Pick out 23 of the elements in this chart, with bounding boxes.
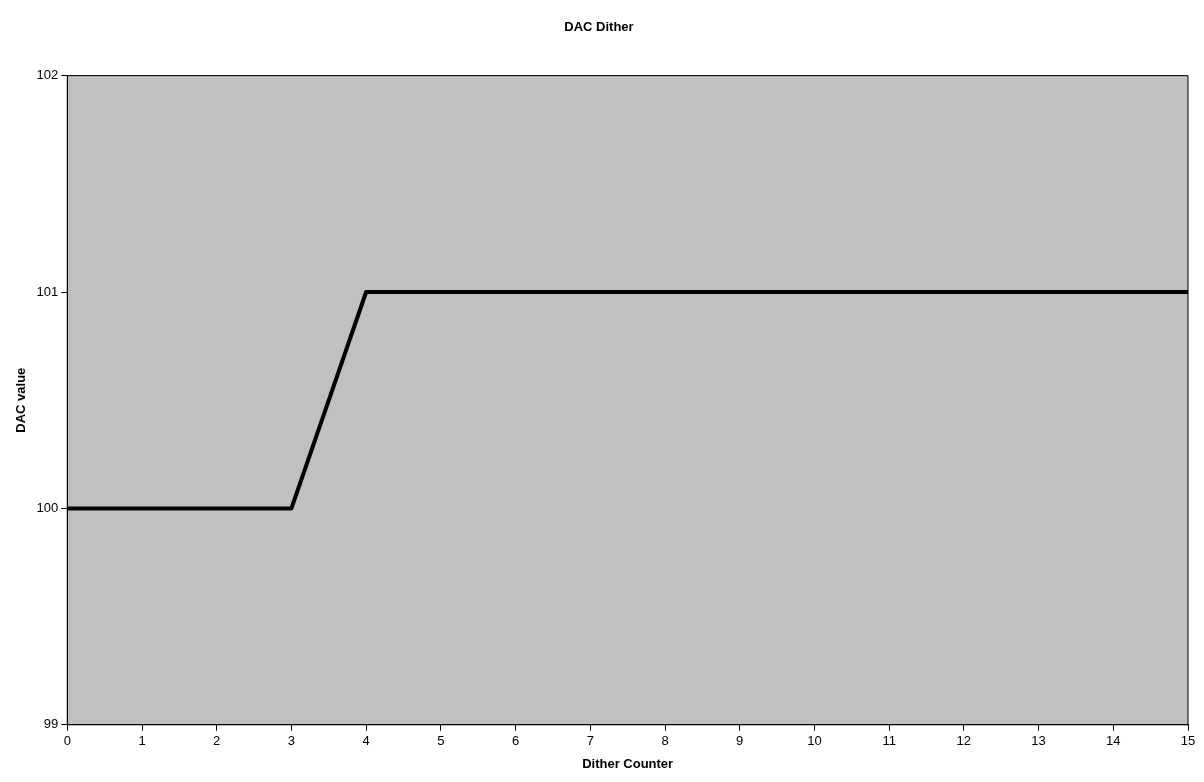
y-tick-label: 99	[43, 716, 59, 732]
x-tick-label: 7	[586, 733, 594, 749]
x-tick-label: 10	[807, 733, 822, 749]
x-tick-label: 2	[213, 733, 221, 749]
x-tick-label: 6	[511, 733, 520, 749]
x-tick-label: 0	[63, 733, 71, 749]
x-tick-label: 13	[1031, 733, 1046, 749]
x-tick-label: 3	[287, 733, 296, 749]
x-tick-label: 8	[661, 733, 669, 749]
x-tick-label: 12	[956, 733, 972, 749]
y-tick-label: 100	[36, 499, 59, 515]
x-tick-label: 14	[1106, 733, 1121, 749]
y-tick-label: 101	[36, 283, 59, 299]
x-tick-label: 1	[138, 733, 146, 749]
x-tick-label: 4	[362, 733, 370, 749]
x-axis-title: Dither Counter	[582, 755, 674, 771]
x-tick-label: 11	[882, 733, 896, 749]
x-tick-label: 5	[437, 733, 445, 749]
x-tick-label: 9	[736, 733, 744, 749]
y-tick-label: 102	[36, 67, 59, 83]
chart-title: DAC Dither	[564, 19, 634, 35]
y-axis-title: DAC value	[13, 367, 29, 433]
x-tick-label: 15	[1180, 733, 1196, 749]
